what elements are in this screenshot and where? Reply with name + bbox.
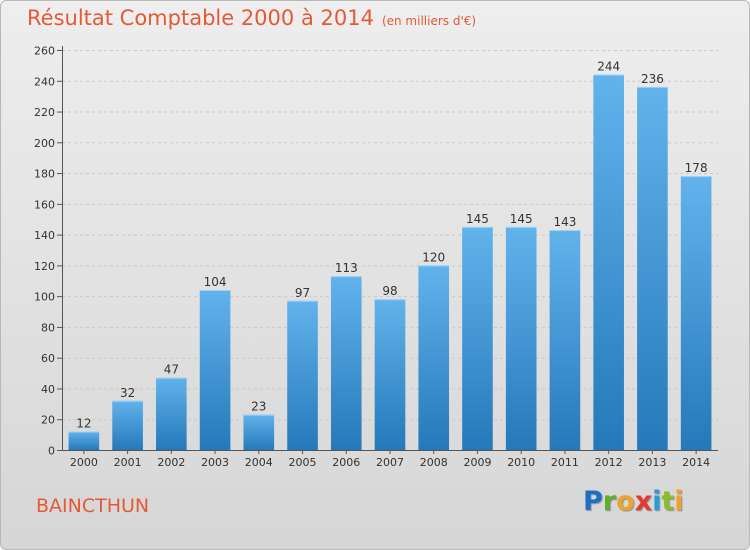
y-tick-label: 220 — [34, 106, 55, 119]
bar-value-label: 23 — [251, 400, 266, 414]
bar-value-label: 145 — [466, 212, 489, 226]
y-tick-label: 0 — [48, 445, 55, 458]
logo-letter: r — [602, 486, 617, 517]
bar — [156, 377, 187, 450]
bars: 12 32 47 104 23 97 113 98 120 145 145 143 244 236 178 — [68, 60, 712, 450]
bar — [549, 230, 581, 450]
x-axis: 2000 2001 2002 2003 2004 2005 2006 2007 2008 2009… — [62, 450, 718, 469]
bar — [112, 400, 143, 450]
bar-value-label: 98 — [382, 284, 397, 298]
bar-value-label: 145 — [510, 212, 533, 226]
x-tick-label: 2014 — [682, 456, 710, 469]
bar — [593, 74, 624, 450]
bar — [199, 290, 231, 450]
bar-value-label: 244 — [597, 60, 620, 74]
logo-letter: o — [616, 486, 635, 517]
y-tick-label: 40 — [41, 383, 55, 396]
x-tick-label: 2009 — [463, 456, 491, 469]
bar — [374, 299, 406, 450]
chart-title: Résultat Comptable 2000 à 2014 (en millie… — [27, 6, 476, 30]
bar — [462, 226, 493, 450]
logo-letter: P — [583, 486, 603, 517]
bar-value-label: 12 — [76, 417, 91, 431]
place-name: BAINCTHUN — [36, 495, 150, 517]
chart-subtitle: (en milliers d'€) — [381, 14, 477, 28]
y-tick-label: 200 — [34, 137, 55, 150]
chart-title-text: Résultat Comptable 2000 à 2014 — [27, 6, 374, 30]
bar-value-label: 97 — [295, 286, 310, 300]
bar — [680, 176, 712, 450]
x-tick-label: 2006 — [332, 456, 360, 469]
bar — [243, 414, 275, 450]
x-tick-label: 2010 — [507, 456, 535, 469]
bar-value-label: 47 — [164, 363, 179, 377]
y-axis: 0 20 40 60 80 100 120 140 160 180 200 220 240 260 — [34, 45, 63, 458]
y-tick-label: 260 — [34, 45, 55, 58]
x-tick-label: 2003 — [201, 456, 229, 469]
y-tick-label: 120 — [34, 260, 55, 273]
logo-letter: i — [674, 486, 684, 517]
x-tick-label: 2004 — [245, 456, 273, 469]
x-tick-label: 2000 — [70, 456, 98, 469]
x-tick-label: 2007 — [376, 456, 404, 469]
y-tick-label: 80 — [41, 321, 55, 334]
bar — [505, 226, 537, 450]
y-tick-label: 60 — [41, 352, 55, 365]
bar-value-label: 104 — [204, 275, 227, 289]
bar-value-label: 120 — [422, 250, 445, 264]
bar — [287, 300, 318, 450]
bar — [418, 265, 450, 450]
logo-letter: t — [661, 486, 675, 517]
bar-value-label: 178 — [685, 161, 708, 175]
bar-value-label: 143 — [553, 215, 576, 229]
x-tick-label: 2001 — [114, 456, 142, 469]
y-tick-label: 20 — [41, 414, 55, 427]
y-tick-label: 240 — [34, 75, 55, 88]
y-tick-label: 100 — [34, 291, 55, 304]
y-tick-label: 140 — [34, 229, 55, 242]
bar-value-label: 32 — [120, 386, 135, 400]
y-tick-label: 180 — [34, 168, 55, 181]
x-tick-label: 2012 — [595, 456, 623, 469]
bar-value-label: 113 — [335, 261, 358, 275]
x-tick-label: 2008 — [420, 456, 448, 469]
logo-letter: x — [634, 486, 653, 517]
proxiti-logo[interactable]: Proxiti — [583, 486, 684, 517]
x-tick-label: 2011 — [551, 456, 579, 469]
x-tick-label: 2013 — [638, 456, 666, 469]
x-tick-label: 2002 — [157, 456, 185, 469]
logo-letter: i — [652, 486, 662, 517]
bar — [68, 431, 100, 450]
x-tick-label: 2005 — [289, 456, 317, 469]
bar-value-label: 236 — [641, 72, 664, 86]
y-tick-label: 160 — [34, 198, 55, 211]
bar — [637, 86, 668, 450]
bar — [330, 276, 362, 450]
